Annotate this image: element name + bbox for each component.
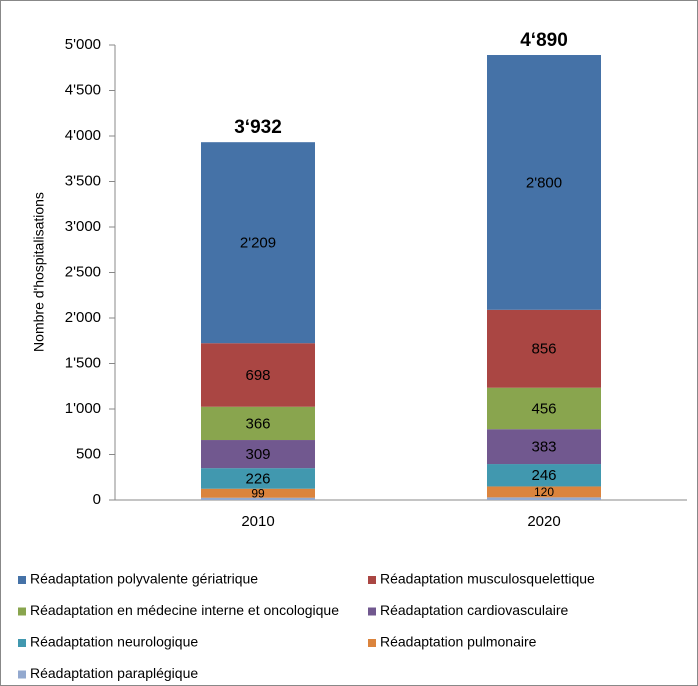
y-tick-label: 2'500 (65, 263, 101, 280)
y-tick-label: 3'000 (65, 218, 101, 235)
legend-label: Réadaptation paraplégique (30, 665, 198, 681)
total-label: 4‘890 (520, 30, 568, 51)
x-tick-label: 2020 (527, 513, 560, 530)
y-tick-label: 1'500 (65, 354, 101, 371)
legend-swatch (368, 607, 376, 616)
legend-swatch (18, 576, 26, 584)
data-label: 120 (534, 485, 554, 499)
legend-swatch (18, 670, 26, 679)
x-tick-label: 2010 (241, 513, 274, 530)
y-tick-label: 0 (93, 491, 101, 508)
y-tick-label: 4'000 (65, 127, 101, 144)
legend-label: Réadaptation en médecine interne et onco… (30, 602, 339, 618)
y-tick-label: 500 (76, 445, 101, 462)
bar-segment (201, 440, 315, 469)
bar-segment (201, 142, 315, 344)
legend-swatch (368, 576, 376, 584)
bar-segment (487, 309, 601, 388)
bar-segment (201, 406, 315, 441)
data-label: 383 (531, 439, 556, 456)
legend-swatch (368, 639, 376, 647)
legend-label: Réadaptation pulmonaire (380, 634, 537, 650)
data-label: 2'800 (526, 174, 562, 191)
bar-segment (487, 429, 601, 465)
data-label: 309 (245, 446, 270, 463)
bar-segment (487, 55, 601, 310)
legend-swatch (18, 607, 26, 616)
y-tick-label: 2'000 (65, 309, 101, 326)
y-tick-label: 1'000 (65, 400, 101, 417)
legend-label: Réadaptation cardiovasculaire (380, 602, 569, 618)
data-label: 226 (245, 470, 270, 487)
legend-label: Réadaptation musculosquelettique (380, 571, 595, 587)
bar-segment (487, 497, 601, 500)
legend-swatch (18, 639, 26, 647)
data-label: 246 (531, 467, 556, 484)
bar-segment (487, 387, 601, 430)
data-label: 99 (251, 486, 265, 500)
bar-segment (201, 468, 315, 489)
data-label: 456 (531, 400, 556, 417)
data-label: 856 (531, 341, 556, 358)
bar-segment (201, 343, 315, 407)
bar-segment (201, 488, 315, 498)
data-label: 2'209 (240, 235, 276, 252)
total-label: 3‘932 (234, 117, 282, 138)
bar-segment (487, 464, 601, 487)
y-axis-title: Nombre d'hospitalisations (31, 192, 47, 352)
legend-label: Réadaptation neurologique (30, 634, 198, 650)
y-tick-label: 4'500 (65, 81, 101, 98)
bar-segment (201, 497, 315, 500)
y-tick-label: 3'500 (65, 172, 101, 189)
data-label: 366 (245, 415, 270, 432)
data-label: 698 (245, 367, 270, 384)
legend-label: Réadaptation polyvalente gériatrique (30, 571, 258, 587)
y-tick-label: 5'000 (65, 36, 101, 53)
bar-segment (487, 486, 601, 498)
